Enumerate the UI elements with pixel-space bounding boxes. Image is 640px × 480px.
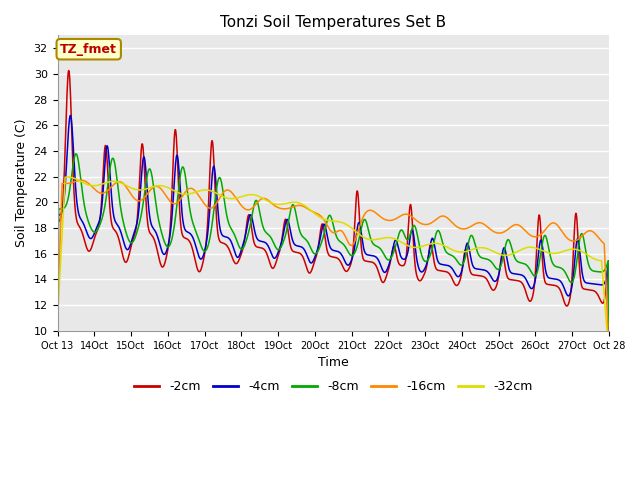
Legend: -2cm, -4cm, -8cm, -16cm, -32cm: -2cm, -4cm, -8cm, -16cm, -32cm (129, 375, 538, 398)
X-axis label: Time: Time (318, 356, 349, 369)
Text: TZ_fmet: TZ_fmet (60, 43, 117, 56)
Title: Tonzi Soil Temperatures Set B: Tonzi Soil Temperatures Set B (220, 15, 446, 30)
Y-axis label: Soil Temperature (C): Soil Temperature (C) (15, 119, 28, 247)
